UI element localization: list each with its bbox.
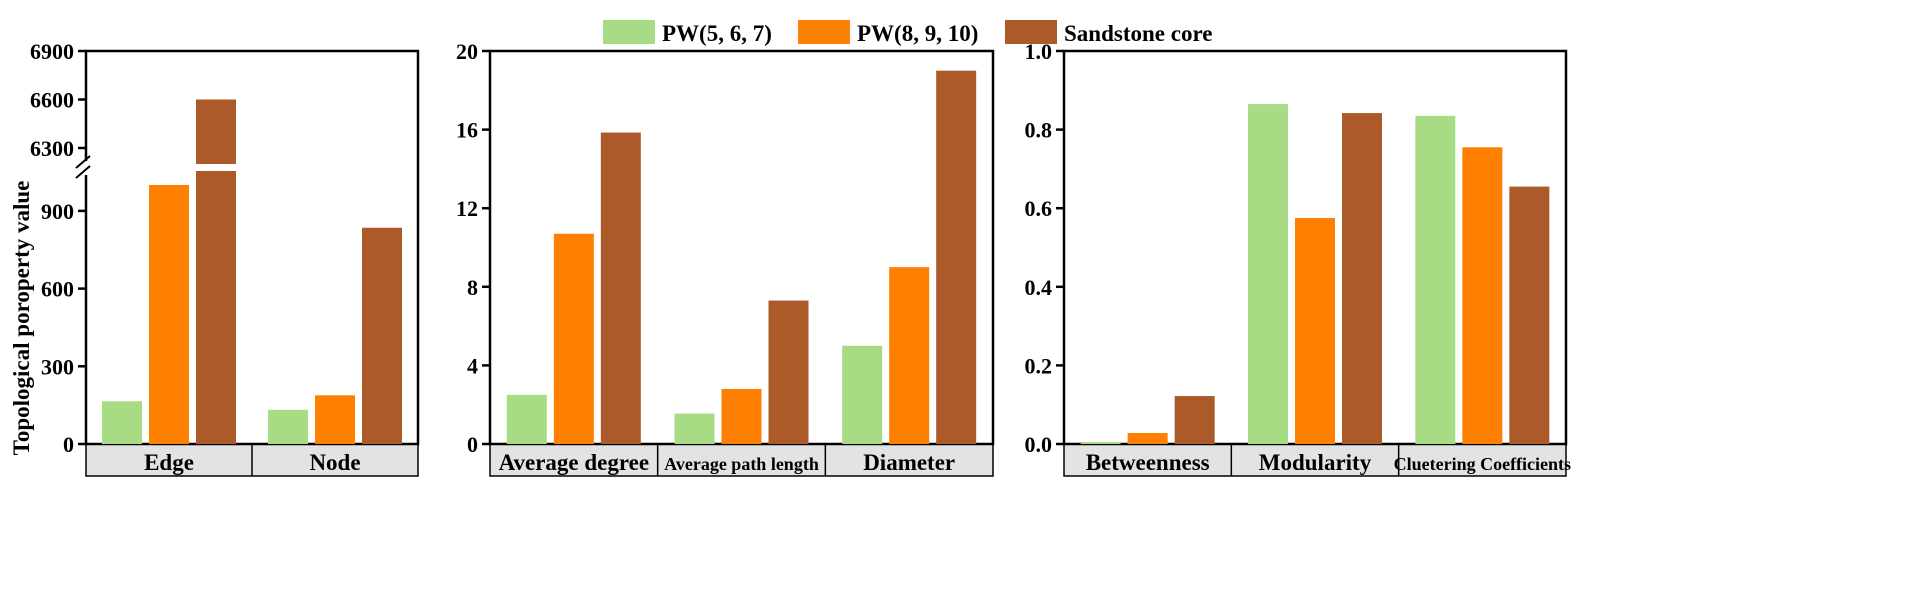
legend-label-pw8910: PW(8, 9, 10): [857, 21, 978, 46]
y-tick-label-0-6: 0.6: [1025, 196, 1053, 221]
bar-edge-sandstone-core: [196, 99, 236, 444]
y-tick-label-6300: 6300: [30, 136, 74, 161]
bar-average-path-length-pw-5-6-7: [674, 413, 715, 444]
bar-node-pw-5-6-7: [268, 409, 308, 444]
bar-break-gap: [195, 164, 237, 171]
y-tick-label-0-4: 0.4: [1025, 275, 1053, 300]
bar-modularity-sandstone-core: [1342, 113, 1382, 445]
y-tick-label-0-2: 0.2: [1025, 353, 1053, 378]
bar-cluetering-coefficients-pw-5-6-7: [1415, 115, 1456, 444]
y-tick-label-900: 900: [41, 199, 74, 224]
category-label-edge: Edge: [144, 450, 194, 475]
bar-modularity-pw-8-9-10: [1295, 218, 1335, 444]
bar-node-sandstone-core: [362, 227, 402, 444]
y-tick-label-600: 600: [41, 277, 74, 302]
bar-average-degree-sandstone-core: [600, 132, 641, 445]
legend: PW(5, 6, 7) PW(8, 9, 10) Sandstone core: [603, 20, 1212, 46]
category-label-average-degree: Average degree: [499, 450, 650, 475]
bar-betweenness-pw-8-9-10: [1127, 432, 1168, 444]
y-tick-label-0: 0: [467, 432, 478, 457]
y-tick-label-1-0: 1.0: [1025, 39, 1053, 64]
bar-average-degree-pw-8-9-10: [553, 233, 594, 444]
y-axis-label: Topological poroperty value: [9, 181, 34, 456]
legend-label-sandstone: Sandstone core: [1064, 21, 1212, 46]
y-tick-label-8: 8: [467, 275, 478, 300]
bar-average-path-length-sandstone-core: [768, 300, 809, 444]
bar-edge-pw-8-9-10: [149, 185, 189, 444]
legend-swatch-pw8910: [798, 20, 850, 44]
category-label-diameter: Diameter: [863, 450, 955, 475]
bar-diameter-pw-5-6-7: [842, 345, 883, 444]
bar-cluetering-coefficients-pw-8-9-10: [1462, 147, 1503, 444]
y-tick-label-0-8: 0.8: [1025, 118, 1053, 143]
category-label-modularity: Modularity: [1259, 450, 1372, 475]
legend-label-pw567: PW(5, 6, 7): [662, 21, 772, 46]
legend-swatch-sandstone: [1005, 20, 1057, 44]
y-tick-label-0: 0: [63, 432, 74, 457]
y-tick-label-12: 12: [456, 196, 478, 221]
bar-betweenness-sandstone-core: [1174, 396, 1215, 444]
bar-average-path-length-pw-8-9-10: [721, 388, 762, 444]
category-label-node: Node: [309, 450, 360, 475]
y-tick-label-6600: 6600: [30, 88, 74, 113]
bar-average-degree-pw-5-6-7: [506, 394, 547, 444]
bar-diameter-sandstone-core: [936, 70, 977, 445]
y-tick-label-0-0: 0.0: [1025, 432, 1053, 457]
y-tick-label-6900: 6900: [30, 39, 74, 64]
y-tick-label-4: 4: [467, 353, 478, 378]
panel-degree-path-diameter: Average degree Average path length Diamete…: [456, 39, 995, 477]
bar-diameter-pw-8-9-10: [889, 267, 930, 444]
y-tick-label-16: 16: [456, 118, 478, 143]
bar-cluetering-coefficients-sandstone-core: [1509, 186, 1550, 444]
y-tick-label-300: 300: [41, 354, 74, 379]
panel-edge-node: Edge Node 0 300 600 900 6300 6600 6900: [30, 39, 420, 477]
panel-betweenness-modularity-clustering: Betweenness Modularity Cluetering Coeffici…: [1025, 39, 1571, 477]
category-label-betweenness: Betweenness: [1086, 450, 1210, 475]
y-tick-label-20: 20: [456, 39, 478, 64]
category-label-cluetering-coefficients: Cluetering Coefficients: [1394, 454, 1571, 474]
category-label-average-path-length: Average path length: [664, 454, 819, 474]
legend-swatch-pw567: [603, 20, 655, 44]
bar-betweenness-pw-5-6-7: [1080, 442, 1121, 444]
bar-node-pw-8-9-10: [315, 395, 355, 444]
axis-break-mark: [75, 155, 91, 169]
bar-modularity-pw-5-6-7: [1248, 104, 1288, 445]
axis-break-mark: [75, 165, 91, 179]
bar-edge-pw-5-6-7: [102, 401, 142, 444]
